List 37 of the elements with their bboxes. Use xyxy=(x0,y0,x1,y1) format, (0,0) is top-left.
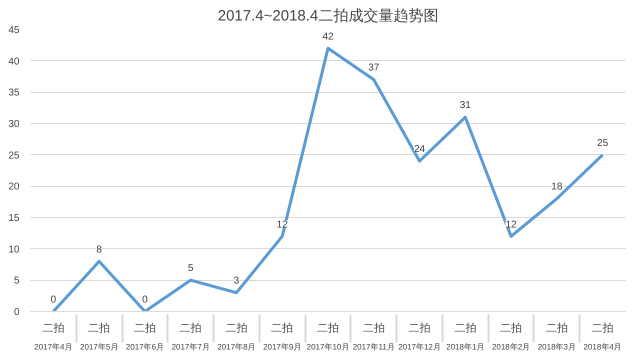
category-label: 二拍 2017年6月 xyxy=(126,322,164,352)
y-tick-label: 30 xyxy=(8,119,20,130)
y-tick-label: 25 xyxy=(8,150,20,162)
category-label: 二拍 2018年3月 xyxy=(538,322,576,352)
y-tick-label: 20 xyxy=(8,182,20,193)
category-label: 二拍 2017年9月 xyxy=(263,322,302,352)
y-tick-label: 0 xyxy=(14,307,20,318)
y-tick-label: 35 xyxy=(8,88,20,99)
data-label: 5 xyxy=(188,263,194,274)
data-label: 18 xyxy=(551,182,563,193)
category-label: 二拍 2017年10月 xyxy=(306,322,350,352)
category-label: 二拍 2018年2月 xyxy=(492,322,530,352)
data-label: 0 xyxy=(50,294,57,306)
category-label: 二拍 2018年4月 xyxy=(583,322,622,352)
data-label: 0 xyxy=(142,294,148,306)
data-label: 3 xyxy=(234,276,240,287)
data-label: 31 xyxy=(460,100,472,112)
data-label: 8 xyxy=(96,244,102,256)
y-tick-label: 40 xyxy=(8,56,20,68)
category-label: 二拍 2017年11月 xyxy=(352,322,395,352)
data-label: 12 xyxy=(276,219,288,230)
category-label: 二拍 2017年8月 xyxy=(217,322,256,352)
category-label: 二拍 2017年12月 xyxy=(398,322,441,352)
data-label: 37 xyxy=(368,62,380,74)
data-label: 25 xyxy=(597,138,609,149)
data-label: 24 xyxy=(414,144,426,156)
chart-title: 2017.4~2018.4二拍成交量趋势图 xyxy=(218,8,438,24)
category-label: 二拍 2017年5月 xyxy=(80,322,118,352)
y-tick-label: 15 xyxy=(8,213,20,224)
y-tick-label: 5 xyxy=(14,276,20,287)
y-tick-label: 10 xyxy=(8,244,20,256)
y-tick-label: 45 xyxy=(8,25,20,36)
category-label: 二拍 2017年7月 xyxy=(172,322,210,352)
data-label: 42 xyxy=(322,31,334,42)
category-label: 二拍 2017年4月 xyxy=(34,322,73,352)
category-label: 二拍 2018年1月 xyxy=(446,322,484,352)
data-label: 12 xyxy=(506,219,518,230)
